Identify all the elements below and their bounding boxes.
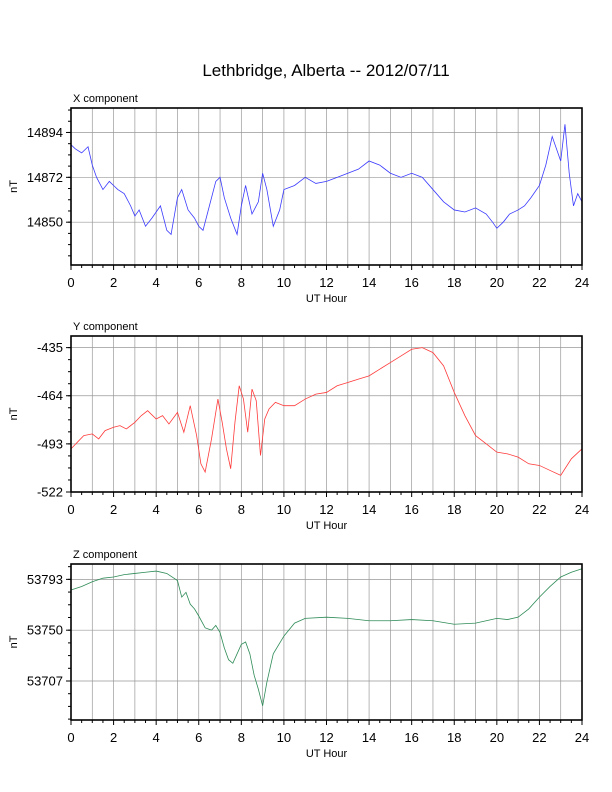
x-tick-label: 4 [153, 502, 160, 517]
x-tick-label: 0 [67, 275, 74, 290]
x-tick-label: 20 [490, 502, 504, 517]
x-tick-label: 10 [277, 275, 291, 290]
x-tick-label: 20 [490, 275, 504, 290]
panel-label: X component [73, 93, 138, 105]
x-tick-label: 2 [110, 275, 117, 290]
x-tick-label: 2 [110, 502, 117, 517]
x-tick-label: 12 [319, 275, 333, 290]
x-tick-label: 20 [490, 730, 504, 745]
x-tick-label: 14 [362, 502, 376, 517]
data-line [70, 568, 583, 706]
y-axis-label: nT [8, 180, 20, 193]
y-tick-label: -522 [37, 485, 63, 500]
x-tick-label: 8 [238, 730, 245, 745]
x-tick-label: 16 [404, 730, 418, 745]
y-tick-label: 14872 [27, 170, 63, 185]
panel-label: Y component [73, 321, 138, 333]
x-tick-label: 24 [575, 275, 589, 290]
x-tick-label: 10 [277, 502, 291, 517]
x-axis-label: UT Hour [306, 748, 348, 760]
figure-title: Lethbridge, Alberta -- 2012/07/11 [202, 61, 449, 80]
y-tick-label: 53793 [27, 572, 63, 587]
panel-label: Z component [73, 549, 137, 561]
x-tick-label: 4 [153, 730, 160, 745]
x-tick-label: 18 [447, 275, 461, 290]
x-tick-label: 6 [195, 502, 202, 517]
x-tick-label: 22 [532, 730, 546, 745]
x-tick-label: 8 [238, 275, 245, 290]
x-tick-label: 22 [532, 275, 546, 290]
x-tick-label: 14 [362, 275, 376, 290]
x-tick-label: 8 [238, 502, 245, 517]
x-tick-label: 6 [195, 275, 202, 290]
x-axis-label: UT Hour [306, 293, 348, 305]
x-tick-label: 16 [404, 275, 418, 290]
x-tick-label: 18 [447, 502, 461, 517]
x-tick-label: 22 [532, 502, 546, 517]
x-tick-label: 12 [319, 502, 333, 517]
y-tick-label: 14850 [27, 215, 63, 230]
y-tick-label: 53750 [27, 623, 63, 638]
x-tick-label: 14 [362, 730, 376, 745]
x-axis-label: UT Hour [306, 520, 348, 532]
x-tick-label: 2 [110, 730, 117, 745]
y-tick-label: -464 [37, 388, 63, 403]
y-tick-label: 53707 [27, 674, 63, 689]
data-line [70, 124, 583, 236]
x-tick-label: 18 [447, 730, 461, 745]
x-tick-label: 4 [153, 275, 160, 290]
y-axis-label: nT [8, 635, 20, 648]
x-tick-label: 0 [67, 730, 74, 745]
y-tick-label: -435 [37, 340, 63, 355]
x-tick-label: 24 [575, 502, 589, 517]
x-tick-label: 6 [195, 730, 202, 745]
x-tick-label: 10 [277, 730, 291, 745]
y-axis-label: nT [8, 407, 20, 420]
y-tick-label: 14894 [27, 125, 63, 140]
x-tick-label: 16 [404, 502, 418, 517]
x-tick-label: 12 [319, 730, 333, 745]
y-tick-label: -493 [37, 436, 63, 451]
x-tick-label: 24 [575, 730, 589, 745]
data-line [70, 347, 583, 476]
x-tick-label: 0 [67, 502, 74, 517]
